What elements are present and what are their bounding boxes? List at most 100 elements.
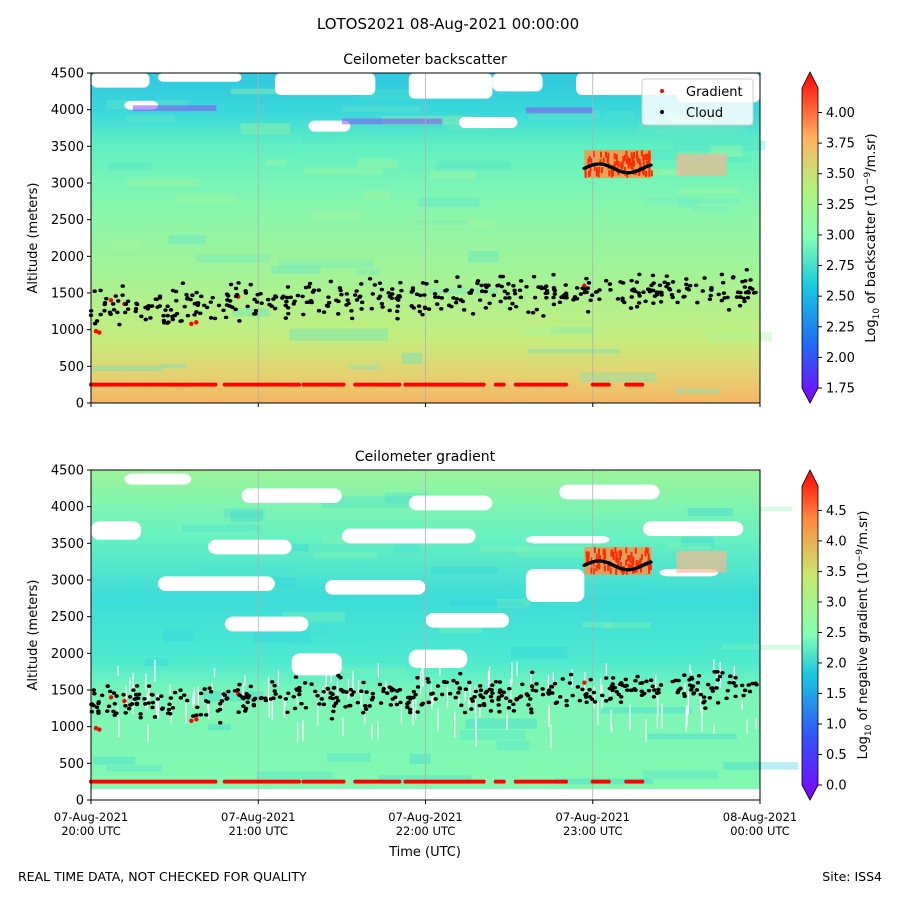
- gradient-noise-streak: [244, 675, 246, 686]
- upper-cloud-cell: [604, 552, 607, 559]
- xtick-label-time: 22:00 UTC: [396, 824, 456, 838]
- backscatter-colorbar-label: Log10 of backscatter (10−9/m.sr): [863, 133, 882, 342]
- backscatter-clear-patch: [157, 73, 242, 82]
- cloud-point: [560, 677, 565, 681]
- cloud-point: [689, 688, 694, 692]
- cloud-point: [150, 693, 155, 697]
- cloud-point: [505, 291, 510, 296]
- cloud-point: [432, 292, 438, 296]
- cloud-point: [367, 704, 372, 708]
- upper-cloud-cell: [644, 170, 647, 177]
- cloud-point: [293, 675, 299, 679]
- cloud-point: [134, 702, 140, 707]
- cloud-point: [143, 305, 148, 310]
- cloud-point: [122, 310, 128, 315]
- cloud-point: [94, 319, 100, 323]
- gradient-noise-streak: [397, 696, 399, 708]
- cloud-point: [750, 681, 755, 686]
- gradient-point: [563, 779, 568, 784]
- cloud-point: [199, 294, 204, 299]
- backscatter-weak-edge: [132, 105, 217, 112]
- legend-gradient-label: Gradient: [686, 85, 743, 100]
- cloud-point: [694, 688, 700, 692]
- cloud-point: [585, 286, 591, 291]
- backscatter-gradient-series: [89, 283, 645, 387]
- cloud-point: [397, 295, 402, 299]
- cloud-point: [633, 678, 638, 683]
- cloud-point: [461, 308, 467, 312]
- upper-cloud-cell: [629, 564, 632, 571]
- cloud-point: [584, 276, 589, 281]
- cloud-point: [517, 288, 523, 293]
- legend-gradient-marker: [660, 89, 664, 93]
- cloud-point: [378, 701, 384, 705]
- cloud-point: [409, 290, 414, 294]
- cloud-point: [316, 288, 322, 293]
- cloud-point: [233, 286, 239, 291]
- upper-cloud-cell: [607, 152, 610, 159]
- gr-texture-band: [681, 537, 714, 548]
- gradient-colorbar: 0.0 0.5 1.0 1.5 2.0 2.5 3.0 3.5 4.0 4.5 Log10 of …: [801, 469, 874, 801]
- bs-texture-band: [278, 259, 374, 268]
- gradient-noise-streak: [685, 705, 687, 732]
- bs-ytick-label: 500: [59, 360, 84, 375]
- cloud-point: [326, 300, 332, 305]
- cloud-point: [633, 688, 638, 692]
- upper-cloud-cell: [620, 163, 623, 170]
- cloud-point: [542, 286, 547, 290]
- cloud-point: [741, 296, 746, 301]
- cloud-point: [284, 299, 289, 304]
- cloud-point: [725, 688, 730, 693]
- gradient-gridlines: [257, 470, 594, 800]
- gr-ytick-label: 4500: [51, 464, 84, 479]
- bs-texture-band: [343, 105, 420, 112]
- legend-box: [641, 78, 754, 126]
- gradient-noise-streak: [610, 709, 612, 731]
- upper-cloud-cell: [637, 562, 640, 569]
- gr-ytick-label: 500: [59, 757, 84, 772]
- cloud-point: [467, 291, 472, 295]
- gradient-noise-streak: [132, 672, 134, 690]
- xtick-label-time: 00:00 UTC: [730, 824, 790, 838]
- cloud-point: [529, 710, 534, 715]
- cloud-point: [178, 688, 183, 692]
- cloud-point: [506, 282, 511, 286]
- bs-texture-band: [419, 197, 480, 208]
- cloud-point: [585, 310, 591, 314]
- cloud-point: [288, 295, 293, 300]
- cloud-point: [654, 292, 660, 297]
- upper-cloud-cell: [587, 158, 590, 165]
- cloud-point: [424, 281, 429, 286]
- cloud-point: [407, 695, 413, 700]
- cloud-point: [470, 312, 476, 316]
- cloud-point: [180, 281, 186, 285]
- cloud-point: [582, 290, 587, 295]
- upper-cloud-cell: [610, 167, 613, 174]
- cloud-point: [545, 291, 550, 295]
- gr-texture-band: [643, 770, 719, 779]
- cloud-point: [722, 296, 727, 300]
- cloud-point: [549, 684, 554, 689]
- cloud-point: [387, 308, 392, 313]
- bs-texture-band: [528, 349, 620, 354]
- cloud-point: [334, 298, 339, 303]
- cloud-point: [405, 705, 410, 710]
- upper-cloud-cell: [645, 154, 648, 161]
- upper-cloud-cell: [615, 159, 618, 166]
- colorbar-tick-label: 0.5: [826, 748, 847, 763]
- cloud-point: [710, 686, 715, 690]
- cloud-point: [607, 282, 613, 286]
- gradient-noise-streak: [475, 715, 477, 725]
- cloud-point: [394, 309, 400, 314]
- cloud-point: [111, 307, 117, 312]
- cloud-point: [199, 691, 204, 696]
- cloud-point: [354, 298, 360, 302]
- cloud-point: [687, 283, 693, 288]
- cloud-point: [111, 709, 116, 714]
- cloud-point: [294, 687, 299, 691]
- upper-cloud-cell: [610, 171, 613, 178]
- cloud-point: [286, 691, 291, 696]
- cloud-point: [550, 691, 555, 695]
- cloud-point: [593, 290, 599, 294]
- cloud-point: [734, 295, 740, 299]
